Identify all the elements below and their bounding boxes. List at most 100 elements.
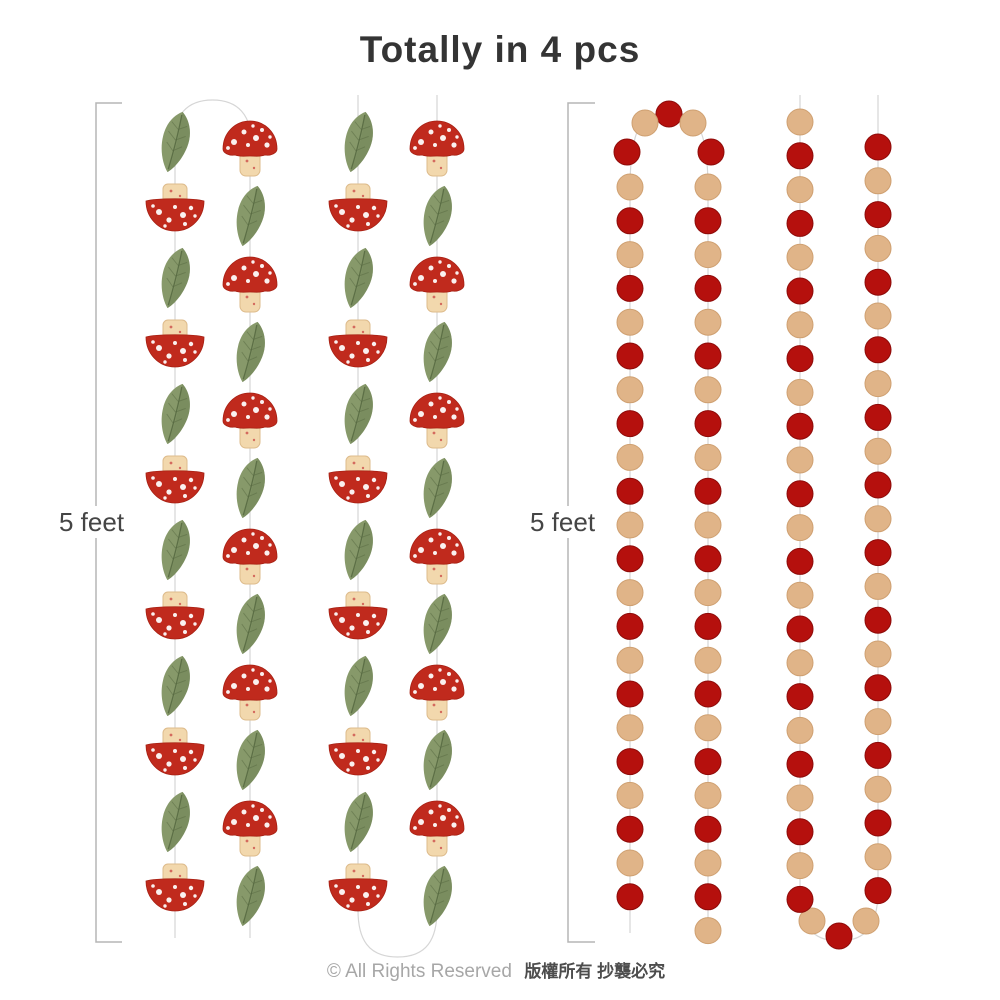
- paper-dot-tan: [864, 437, 892, 465]
- paper-dot-tan: [864, 505, 892, 533]
- leaf-charm: [416, 726, 459, 794]
- leaf-charm: [154, 516, 197, 584]
- paper-dot-red: [694, 680, 722, 708]
- leaf-charm: [416, 862, 459, 930]
- paper-dot-tan: [679, 109, 707, 137]
- leaf-charm: [337, 244, 380, 312]
- paper-dot-tan: [616, 173, 644, 201]
- paper-dot-red: [786, 750, 814, 778]
- mushroom-up-charm: [222, 664, 278, 721]
- paper-dot-tan: [694, 173, 722, 201]
- paper-dot-red: [786, 683, 814, 711]
- paper-dot-tan: [694, 849, 722, 877]
- leaf-charm: [337, 108, 380, 176]
- paper-dot-red: [616, 545, 644, 573]
- mushroom-up-charm: [409, 392, 465, 449]
- paper-dot-tan: [786, 514, 814, 542]
- paper-dot-tan: [864, 640, 892, 668]
- mushroom-up-charm: [409, 528, 465, 585]
- paper-dot-red: [697, 138, 725, 166]
- leaf-charm: [154, 244, 197, 312]
- paper-dot-tan: [786, 852, 814, 880]
- paper-dot-red: [694, 477, 722, 505]
- paper-dot-red: [864, 606, 892, 634]
- copyright-footer: © All Rights Reserved 版權所有 抄襲必究: [0, 961, 992, 984]
- paper-dot-red: [616, 815, 644, 843]
- paper-dot-tan: [786, 243, 814, 271]
- paper-dot-tan: [864, 843, 892, 871]
- mushroom-down-charm: [328, 863, 388, 912]
- leaf-charm: [416, 590, 459, 658]
- right-measurement-label: 5 feet: [526, 506, 600, 538]
- mushroom-down-charm: [328, 591, 388, 640]
- paper-dot-red: [786, 209, 814, 237]
- paper-dot-red: [786, 547, 814, 575]
- paper-dot-tan: [694, 511, 722, 539]
- paper-dot-red: [694, 612, 722, 640]
- paper-dot-tan: [852, 907, 880, 935]
- paper-dot-tan: [694, 646, 722, 674]
- copyright-text-cjk: 版權所有 抄襲必究: [524, 962, 666, 981]
- mushroom-up-charm: [222, 392, 278, 449]
- paper-dot-tan: [694, 781, 722, 809]
- paper-dot-red: [694, 410, 722, 438]
- paper-dot-tan: [786, 311, 814, 339]
- paper-dot-red: [786, 480, 814, 508]
- paper-dot-tan: [694, 308, 722, 336]
- mushroom-up-charm: [222, 256, 278, 313]
- paper-dot-red: [864, 403, 892, 431]
- mushroom-down-charm: [145, 183, 205, 232]
- paper-dot-tan: [786, 649, 814, 677]
- mushroom-down-charm: [145, 727, 205, 776]
- paper-dot-red: [864, 133, 892, 161]
- paper-dot-red: [616, 342, 644, 370]
- copyright-text: © All Rights Reserved: [326, 961, 512, 982]
- paper-dot-tan: [616, 308, 644, 336]
- paper-dot-tan: [864, 167, 892, 195]
- mushroom-down-charm: [145, 455, 205, 504]
- paper-dot-red: [694, 545, 722, 573]
- paper-dot-red: [786, 277, 814, 305]
- paper-dot-tan: [864, 370, 892, 398]
- paper-dot-tan: [786, 784, 814, 812]
- paper-dot-red: [786, 615, 814, 643]
- paper-dot-red: [694, 342, 722, 370]
- paper-dot-red: [864, 674, 892, 702]
- paper-dot-tan: [786, 378, 814, 406]
- paper-dot-red: [694, 815, 722, 843]
- mushroom-down-charm: [145, 319, 205, 368]
- paper-dot-tan: [864, 302, 892, 330]
- paper-dot-tan: [616, 443, 644, 471]
- paper-dot-red: [786, 818, 814, 846]
- paper-dot-tan: [694, 241, 722, 269]
- paper-dot-tan: [786, 716, 814, 744]
- paper-dot-tan: [786, 108, 814, 136]
- leaf-charm: [154, 788, 197, 856]
- paper-dot-red: [864, 877, 892, 905]
- paper-dot-red: [613, 138, 641, 166]
- paper-dot-red: [786, 412, 814, 440]
- mushroom-down-charm: [328, 183, 388, 232]
- mushroom-down-charm: [145, 591, 205, 640]
- leaf-charm: [229, 862, 272, 930]
- paper-dot-tan: [616, 241, 644, 269]
- garland-string-fold: [357, 909, 438, 958]
- paper-dot-tan: [631, 109, 659, 137]
- leaf-charm: [154, 652, 197, 720]
- leaf-charm: [229, 182, 272, 250]
- paper-dot-red: [694, 748, 722, 776]
- leaf-charm: [229, 590, 272, 658]
- paper-dot-tan: [616, 714, 644, 742]
- paper-dot-tan: [616, 849, 644, 877]
- paper-dot-tan: [616, 511, 644, 539]
- paper-dot-red: [616, 207, 644, 235]
- paper-dot-tan: [864, 234, 892, 262]
- paper-dot-red: [616, 612, 644, 640]
- paper-dot-tan: [864, 708, 892, 736]
- page-title: Totally in 4 pcs: [359, 29, 641, 70]
- leaf-charm: [416, 454, 459, 522]
- mushroom-up-charm: [409, 120, 465, 177]
- paper-dot-red: [864, 201, 892, 229]
- mushroom-down-charm: [328, 455, 388, 504]
- paper-dot-red: [616, 748, 644, 776]
